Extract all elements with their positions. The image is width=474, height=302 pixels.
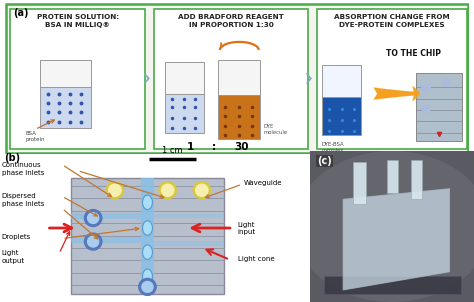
FancyBboxPatch shape xyxy=(155,9,308,149)
FancyBboxPatch shape xyxy=(353,162,366,204)
Text: Light cone: Light cone xyxy=(237,256,274,262)
Circle shape xyxy=(441,79,451,86)
Text: (c): (c) xyxy=(317,156,332,165)
Text: PROTEIN SOLUTION:
BSA IN MILLIQ®: PROTEIN SOLUTION: BSA IN MILLIQ® xyxy=(36,14,118,28)
Text: Droplets: Droplets xyxy=(1,234,31,240)
FancyBboxPatch shape xyxy=(416,73,462,141)
FancyBboxPatch shape xyxy=(317,9,467,149)
Circle shape xyxy=(109,184,121,196)
Text: (b): (b) xyxy=(4,153,20,163)
Circle shape xyxy=(162,184,174,196)
Ellipse shape xyxy=(143,245,153,259)
Text: ABSORPTION CHANGE FROM
DYE-PROTEIN COMPLEXES: ABSORPTION CHANGE FROM DYE-PROTEIN COMPL… xyxy=(334,14,450,28)
FancyBboxPatch shape xyxy=(39,87,91,127)
FancyBboxPatch shape xyxy=(219,59,260,95)
FancyBboxPatch shape xyxy=(72,213,141,219)
Circle shape xyxy=(139,278,156,295)
Circle shape xyxy=(142,281,153,292)
Ellipse shape xyxy=(143,195,153,210)
Ellipse shape xyxy=(294,151,474,302)
FancyBboxPatch shape xyxy=(154,241,224,246)
Text: ADD BRADFORD REAGENT
IN PROPORTION 1:30: ADD BRADFORD REAGENT IN PROPORTION 1:30 xyxy=(178,14,284,28)
Polygon shape xyxy=(343,189,449,290)
Text: Dispersed
phase Inlets: Dispersed phase Inlets xyxy=(1,193,44,207)
Circle shape xyxy=(421,84,431,92)
Polygon shape xyxy=(72,178,224,294)
FancyBboxPatch shape xyxy=(219,95,260,139)
Circle shape xyxy=(196,184,208,196)
Text: Light
output: Light output xyxy=(1,250,25,264)
Circle shape xyxy=(421,105,431,113)
Ellipse shape xyxy=(143,221,153,235)
Text: DYE
molecule: DYE molecule xyxy=(264,124,288,135)
FancyBboxPatch shape xyxy=(324,276,461,294)
Text: 30: 30 xyxy=(235,142,249,152)
FancyBboxPatch shape xyxy=(154,214,224,218)
FancyBboxPatch shape xyxy=(72,237,141,243)
FancyBboxPatch shape xyxy=(10,9,145,149)
FancyBboxPatch shape xyxy=(165,62,204,94)
Circle shape xyxy=(84,233,102,250)
FancyBboxPatch shape xyxy=(321,65,361,97)
Text: TO THE CHIP: TO THE CHIP xyxy=(386,49,441,58)
Circle shape xyxy=(88,213,99,223)
Text: BSA
protein: BSA protein xyxy=(26,131,45,142)
FancyBboxPatch shape xyxy=(6,4,468,153)
Text: Light
input: Light input xyxy=(237,222,255,236)
Circle shape xyxy=(193,182,210,199)
Text: DYE-BSA
complex: DYE-BSA complex xyxy=(321,142,344,153)
FancyBboxPatch shape xyxy=(386,160,398,193)
FancyBboxPatch shape xyxy=(39,59,91,87)
Circle shape xyxy=(159,182,176,199)
FancyBboxPatch shape xyxy=(310,151,474,302)
Text: 1 cm: 1 cm xyxy=(162,146,182,155)
Circle shape xyxy=(106,182,124,199)
Text: Continuous
phase Inlets: Continuous phase Inlets xyxy=(1,162,44,176)
Circle shape xyxy=(88,236,99,247)
Text: (a): (a) xyxy=(13,8,28,18)
FancyBboxPatch shape xyxy=(411,160,422,199)
FancyBboxPatch shape xyxy=(321,97,361,135)
Circle shape xyxy=(84,210,102,226)
Text: :: : xyxy=(212,142,216,152)
FancyBboxPatch shape xyxy=(141,178,154,294)
Text: 1: 1 xyxy=(187,142,194,152)
Ellipse shape xyxy=(143,269,153,284)
Text: Waveguide: Waveguide xyxy=(244,180,282,186)
FancyBboxPatch shape xyxy=(165,94,204,133)
